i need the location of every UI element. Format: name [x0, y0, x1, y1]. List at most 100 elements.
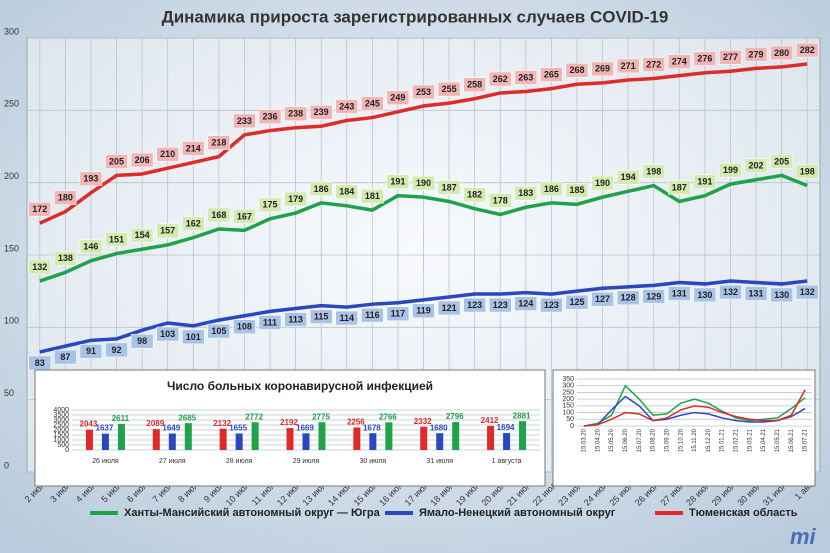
value-label-bg — [258, 109, 282, 124]
value-label: 101 — [186, 332, 201, 342]
value-label-bg — [437, 180, 461, 195]
value-label: 2043 — [80, 420, 98, 429]
value-label: 265 — [544, 70, 559, 80]
value-label: 187 — [442, 182, 457, 192]
value-label: 98 — [137, 336, 147, 346]
value-label-bg — [514, 296, 538, 311]
x-tick-label: 27 июля — [159, 458, 186, 465]
value-label-bg — [284, 191, 307, 207]
y-tick-label: 100 — [4, 316, 19, 326]
value-label: 125 — [569, 297, 584, 307]
series-line — [583, 389, 806, 427]
value-label-bg — [642, 289, 665, 304]
value-label: 130 — [774, 290, 789, 300]
value-label-bg — [79, 171, 103, 187]
value-label-bg — [79, 239, 103, 255]
value-label: 185 — [569, 185, 584, 195]
legend-label: Ханты-Мансийский автономный округ — Югра — [124, 507, 381, 519]
value-label: 2685 — [178, 413, 196, 422]
value-label: 167 — [237, 211, 252, 221]
x-tick-label: 15.04.21 — [761, 428, 767, 452]
value-label: 198 — [646, 166, 661, 176]
x-tick-label: 26 июля — [92, 458, 119, 465]
value-label-bg — [182, 141, 205, 156]
x-tick-label: 29 июля — [293, 458, 320, 465]
bar — [503, 433, 511, 450]
value-label-bg — [309, 104, 333, 120]
value-label-bg — [309, 309, 333, 324]
value-label-bg — [233, 209, 256, 224]
value-label: 115 — [314, 312, 329, 322]
value-label: 103 — [160, 329, 175, 339]
value-label-bg — [642, 164, 665, 179]
value-label-bg — [284, 312, 307, 327]
value-label: 202 — [749, 161, 764, 171]
value-label-bg — [309, 181, 333, 197]
value-label: 2766 — [379, 412, 397, 421]
value-label: 130 — [697, 290, 712, 300]
legend: Ханты-Мансийский автономный округ — Югра… — [90, 507, 798, 519]
value-label-bg — [412, 84, 435, 100]
value-label-bg — [565, 183, 589, 198]
value-label: 2611 — [112, 414, 130, 423]
value-label: 154 — [135, 230, 150, 240]
x-tick-label: 15.11.20 — [692, 428, 698, 452]
value-label-bg — [130, 152, 154, 168]
value-label: 2772 — [245, 412, 263, 421]
value-label: 83 — [35, 358, 45, 368]
series-line — [39, 279, 808, 354]
inset-box — [552, 369, 816, 487]
y-tick-label: 50 — [4, 388, 14, 398]
x-tick-label: 28 июля — [226, 458, 253, 465]
value-label-bg — [182, 329, 205, 345]
value-label-bg — [488, 297, 512, 313]
x-tick-label: 30 июля — [360, 458, 387, 465]
bar — [385, 422, 393, 450]
value-label: 87 — [60, 352, 70, 362]
value-label-bg — [412, 175, 435, 191]
value-label-bg — [616, 58, 640, 74]
y-tick-label: 150 — [4, 243, 19, 253]
value-label: 168 — [211, 210, 226, 220]
value-label-bg — [233, 319, 256, 335]
value-label: 91 — [86, 346, 96, 356]
value-label: 274 — [672, 56, 687, 66]
value-label-bg — [591, 292, 614, 307]
value-label: 131 — [672, 288, 687, 298]
value-label: 255 — [442, 84, 457, 94]
value-label: 2796 — [446, 412, 464, 421]
value-label-bg — [795, 42, 819, 58]
value-label: 181 — [365, 191, 380, 201]
value-label: 191 — [697, 177, 712, 187]
value-label: 113 — [288, 314, 303, 324]
value-label-bg — [616, 290, 640, 306]
x-tick-label: 15.07.20 — [637, 428, 643, 452]
value-label-bg — [156, 146, 179, 162]
value-label: 2881 — [513, 411, 531, 420]
value-label: 210 — [160, 149, 175, 159]
value-label-bg — [642, 57, 665, 72]
bar — [101, 433, 109, 450]
y-tick-label: 3000 — [53, 417, 69, 424]
value-label-bg — [105, 154, 128, 169]
value-label-bg — [156, 326, 179, 342]
value-label: 258 — [467, 80, 482, 90]
value-label: 214 — [186, 143, 201, 153]
value-label-bg — [54, 190, 77, 205]
bar — [168, 433, 176, 450]
value-label: 162 — [186, 219, 201, 229]
value-label: 157 — [160, 226, 175, 236]
x-tick-label: 15.04.20 — [595, 428, 601, 452]
value-label-bg — [514, 70, 538, 85]
value-label-bg — [207, 135, 231, 150]
y-tick-label: 0 — [570, 423, 574, 430]
value-label-bg — [719, 162, 742, 178]
value-label-bg — [386, 90, 410, 106]
y-tick-label: 2500 — [53, 422, 69, 429]
value-label: 276 — [697, 54, 712, 64]
x-tick-label: 31 июля — [426, 458, 453, 465]
x-tick-label: 15.06.20 — [623, 428, 629, 452]
value-label: 111 — [263, 317, 277, 327]
